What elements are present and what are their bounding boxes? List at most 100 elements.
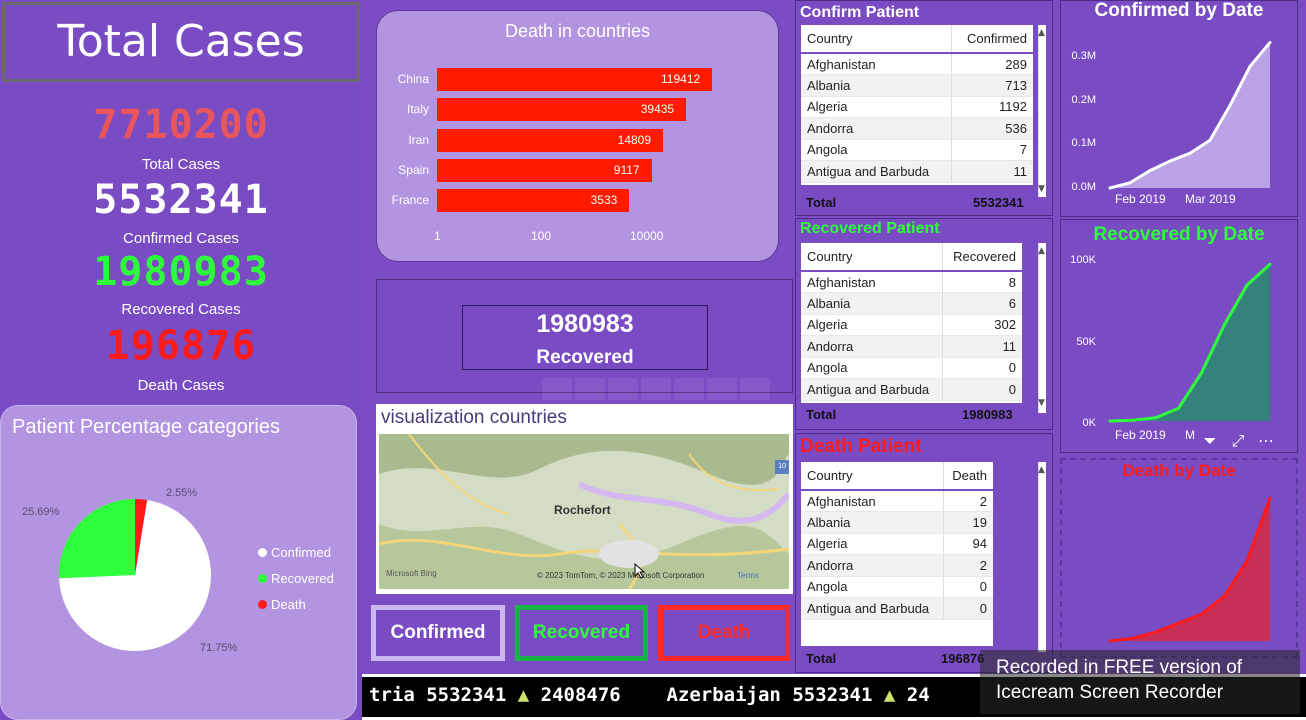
data-point[interactable] — [1108, 186, 1112, 190]
data-point[interactable] — [1154, 630, 1158, 634]
map-area[interactable] — [379, 434, 789, 589]
data-point[interactable] — [1188, 151, 1192, 155]
ghost-btn-1[interactable] — [542, 378, 572, 400]
ghost-btn-3[interactable] — [608, 378, 638, 400]
bar-category-label: Iran — [408, 132, 429, 147]
data-point[interactable] — [1228, 103, 1232, 107]
ghost-btn-6[interactable] — [707, 378, 737, 400]
pie-slice-recovered[interactable] — [59, 499, 135, 579]
recovered-table-body: Afghanistan 8 Albania 6 Algeria 302 Andorra 11 A… — [801, 271, 1022, 401]
kpi-death-label: Death Cases — [137, 377, 225, 394]
confirm-table-row[interactable]: Andorra 536 — [801, 117, 1033, 140]
legend-death[interactable]: Death — [258, 597, 306, 612]
pie-slice-death[interactable] — [135, 499, 148, 575]
data-point[interactable] — [1131, 418, 1135, 422]
scroll-up-icon[interactable]: ▲ — [1038, 28, 1045, 38]
data-point[interactable] — [1268, 496, 1272, 500]
confirm-col-value[interactable]: Confirmed — [951, 25, 1033, 54]
cell-country: Afghanistan — [801, 490, 944, 512]
legend-death-dot — [258, 600, 267, 609]
data-point[interactable] — [1199, 371, 1203, 375]
confirm-table-row[interactable]: Albania 713 — [801, 74, 1033, 97]
data-point[interactable] — [1222, 323, 1226, 327]
death-table-row[interactable]: Algeria 94 — [801, 533, 993, 555]
death-col-value[interactable]: Death — [942, 462, 993, 491]
death-table[interactable]: Country Death Afghanistan 2 Albania 19 Alger… — [801, 462, 993, 646]
watermark-line-1: Recorded in FREE version of — [996, 657, 1243, 678]
death-bar[interactable] — [437, 189, 630, 213]
death-date-chart[interactable] — [1100, 485, 1280, 645]
recovered-table-row[interactable]: Angola 0 — [801, 357, 1022, 379]
pie-slice-confirmed[interactable] — [59, 499, 211, 651]
confirm-table[interactable]: Country Confirmed Afghanistan 289 Albania 7… — [801, 25, 1033, 185]
data-point[interactable] — [1128, 181, 1132, 185]
data-point[interactable] — [1268, 41, 1272, 45]
ghost-btn-5[interactable] — [674, 378, 704, 400]
series-line[interactable] — [1109, 497, 1272, 643]
series-line[interactable] — [1109, 263, 1272, 423]
confirm-scrollbar[interactable] — [1038, 25, 1046, 197]
data-point[interactable] — [1248, 64, 1252, 68]
recovered-scrollbar[interactable] — [1038, 243, 1046, 413]
death-table-row[interactable]: Afghanistan 2 — [801, 490, 993, 512]
ghost-btn-7[interactable] — [740, 378, 770, 400]
confirm-table-row[interactable]: Angola 7 — [801, 139, 1033, 161]
bar-value-label: 3533 — [590, 193, 618, 208]
recovered-table-row[interactable]: Algeria 302 — [801, 314, 1022, 336]
filter-icon[interactable]: ⏷ — [1203, 431, 1217, 450]
scroll-up-icon[interactable]: ▲ — [1038, 465, 1045, 475]
confirm-table-row[interactable]: Antigua and Barbuda 11 — [801, 160, 1033, 183]
death-bar[interactable] — [437, 68, 713, 91]
confirmed-button[interactable]: Confirmed — [371, 605, 505, 661]
recovered-table-row[interactable]: Afghanistan 8 — [801, 271, 1022, 293]
death-table-row[interactable]: Andorra 2 — [801, 554, 993, 577]
recovered-col-country[interactable]: Country — [801, 243, 943, 272]
death-col-country[interactable]: Country — [801, 462, 944, 491]
data-point[interactable] — [1245, 283, 1249, 287]
data-point[interactable] — [1208, 138, 1212, 142]
pie-chart[interactable] — [40, 480, 230, 670]
data-point[interactable] — [1268, 262, 1272, 266]
data-point[interactable] — [1177, 406, 1181, 410]
scroll-down-icon[interactable]: ▼ — [1038, 184, 1045, 194]
recovered-col-value[interactable]: Recovered — [942, 243, 1022, 272]
data-point[interactable] — [1108, 419, 1112, 423]
recovered-table-row[interactable]: Antigua and Barbuda 0 — [801, 378, 1022, 401]
recovered-table-row[interactable]: Andorra 11 — [801, 335, 1022, 358]
confirmed-date-chart[interactable] — [1100, 30, 1280, 192]
ghost-btn-2[interactable] — [575, 378, 605, 400]
data-point[interactable] — [1108, 639, 1112, 643]
recovered-table[interactable]: Country Recovered Afghanistan 8 Albania 6 Al… — [801, 243, 1022, 403]
death-button[interactable]: Death — [658, 605, 790, 661]
legend-recovered[interactable]: Recovered — [258, 571, 334, 586]
data-point[interactable] — [1177, 621, 1181, 625]
confirm-table-row[interactable]: Afghanistan 289 — [801, 53, 1033, 75]
scroll-up-icon[interactable]: ▲ — [1038, 246, 1045, 256]
death-bar[interactable] — [437, 128, 664, 152]
scroll-down-icon[interactable]: ▼ — [1038, 398, 1045, 408]
ghost-btn-4[interactable] — [641, 378, 671, 400]
legend-confirmed[interactable]: Confirmed — [258, 545, 331, 560]
death-table-row[interactable]: Antigua and Barbuda 0 — [801, 597, 993, 620]
more-options-icon[interactable]: ⋯ — [1258, 431, 1274, 450]
confirm-table-row[interactable]: Algeria 1192 — [801, 96, 1033, 118]
data-point[interactable] — [1148, 169, 1152, 173]
recovered-date-chart[interactable] — [1100, 255, 1280, 425]
data-point[interactable] — [1199, 612, 1203, 616]
death-table-row[interactable]: Angola 0 — [801, 576, 993, 598]
confirm-col-country[interactable]: Country — [801, 25, 952, 54]
recovered-button[interactable]: Recovered — [515, 605, 648, 661]
death-table-row[interactable]: Albania 19 — [801, 511, 993, 534]
death-scrollbar[interactable] — [1038, 462, 1046, 652]
data-point[interactable] — [1154, 416, 1158, 420]
recovered-kpi-card[interactable] — [376, 279, 793, 393]
data-point[interactable] — [1168, 159, 1172, 163]
recovered-table-row[interactable]: Albania 6 — [801, 292, 1022, 315]
data-point[interactable] — [1222, 594, 1226, 598]
focus-mode-icon[interactable]: ⤢ — [1231, 431, 1245, 450]
death-bar[interactable] — [437, 158, 652, 182]
map-terms-link[interactable]: Terms — [737, 571, 759, 580]
death-bar[interactable] — [437, 98, 687, 122]
data-point[interactable] — [1131, 636, 1135, 640]
data-point[interactable] — [1245, 559, 1249, 563]
